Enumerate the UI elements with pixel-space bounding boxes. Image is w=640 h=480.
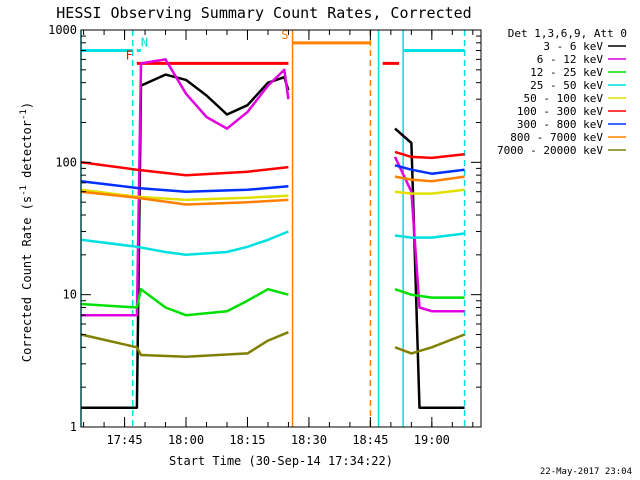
series-line-5-segment-1: [80, 188, 289, 202]
x-tick-label: 18:00: [168, 433, 204, 447]
series-line-7-segment-2: [394, 164, 465, 175]
legend-label-4: 25 - 50 keV: [530, 79, 603, 92]
series-line-8-segment-2: [394, 175, 465, 183]
series-line-7-segment-1: [80, 179, 289, 193]
series-line-3-segment-2: [394, 288, 465, 299]
series-line-6-segment-2: [394, 150, 465, 160]
y-tick-label: 100: [55, 155, 77, 169]
legend-label-1: 3 - 6 keV: [543, 40, 603, 53]
series-line-9-segment-2: [394, 333, 466, 355]
series-line-4-segment-2: [394, 232, 465, 239]
y-tick-label: 1: [70, 420, 77, 434]
y-tick-label: 1000: [48, 23, 77, 37]
legend-label-9: 7000 - 20000 keV: [497, 144, 603, 157]
series-line-1-segment-2: [394, 127, 465, 409]
series-7: [80, 164, 465, 193]
series-6: [80, 150, 465, 177]
legend-label-7: 300 - 800 keV: [517, 118, 603, 131]
state-label-F: F: [126, 48, 133, 62]
series-4: [80, 230, 465, 257]
plot-area: FN S: [80, 28, 466, 427]
series-line-5-segment-2: [394, 188, 465, 195]
legend-label-2: 6 - 12 keV: [537, 53, 604, 66]
series-5: [80, 188, 465, 202]
legend-label-8: 800 - 7000 keV: [510, 131, 603, 144]
series-2: [81, 58, 465, 317]
x-axis-label: Start Time (30-Sep-14 17:34:22): [169, 454, 393, 468]
legend-title: Det 1,3,6,9, Att 0: [508, 27, 627, 40]
series-line-3-segment-1: [80, 287, 289, 317]
series-line-2-segment-1: [81, 58, 290, 317]
series-line-9-segment-1: [80, 331, 289, 358]
legend-label-5: 50 - 100 keV: [524, 92, 604, 105]
series-3: [80, 287, 465, 317]
series-line-2-segment-2: [393, 156, 465, 313]
plot-frame: [80, 29, 482, 428]
series-line-8-segment-1: [80, 190, 289, 206]
x-tick-label: 18:45: [352, 433, 388, 447]
x-tick-label: 17:45: [107, 433, 143, 447]
series-line-4-segment-1: [80, 230, 289, 257]
series-8: [80, 175, 465, 206]
x-tick-label: 18:15: [229, 433, 265, 447]
x-tick-label: 18:30: [291, 433, 327, 447]
x-tick-label: 19:00: [414, 433, 450, 447]
legend-label-3: 12 - 25 keV: [530, 66, 603, 79]
legend-label-6: 100 - 300 keV: [517, 105, 603, 118]
chart-title: HESSI Observing Summary Count Rates, Cor…: [56, 4, 471, 22]
y-tick-label: 10: [63, 288, 77, 302]
y-axis: 1 10 100 1000: [48, 23, 481, 434]
series-line-6-segment-1: [80, 161, 289, 177]
timestamp: 22-May-2017 23:04: [540, 467, 632, 477]
y-axis-label: Corrected Count Rate (s-1 detector-1): [19, 102, 34, 362]
x-axis: 17:45 18:00 18:15 18:30 18:45 19:00: [83, 30, 474, 447]
state-label-S: S: [281, 28, 288, 42]
series-9: [80, 331, 466, 358]
state-label-N: N: [141, 35, 148, 49]
